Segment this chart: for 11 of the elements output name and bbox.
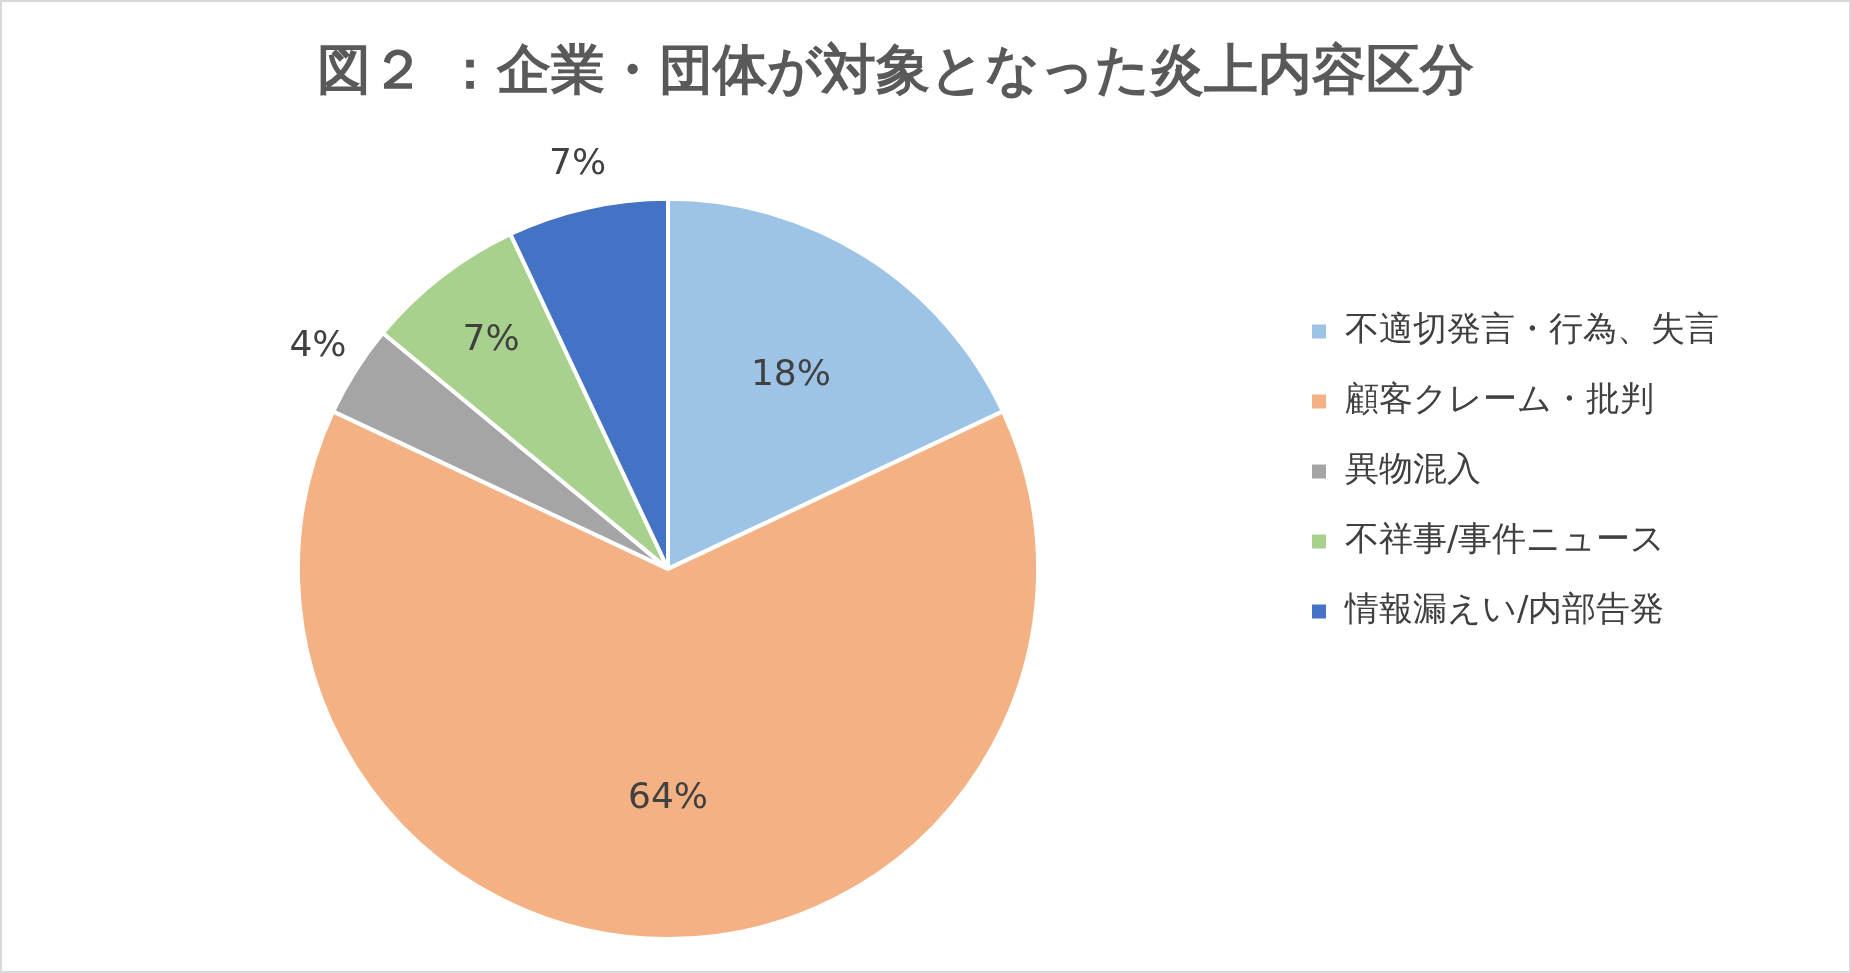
legend-label: 不適切発言・行為、失言 — [1345, 308, 1719, 349]
data-label: 7% — [549, 140, 607, 182]
legend-label: 不祥事/事件ニュース — [1345, 518, 1666, 559]
data-label: 18% — [750, 351, 831, 393]
legend-label: 顧客クレーム・批判 — [1345, 378, 1654, 419]
data-label: 64% — [627, 774, 709, 816]
data-label: 4% — [289, 323, 347, 365]
legend-label: 情報漏えい/内部告発 — [1344, 588, 1665, 629]
data-label: 7% — [462, 317, 520, 359]
legend-label: 異物混入 — [1345, 448, 1481, 489]
chart-title: 図２ ：企業・団体が対象となった炎上内容区分 — [316, 38, 1475, 102]
